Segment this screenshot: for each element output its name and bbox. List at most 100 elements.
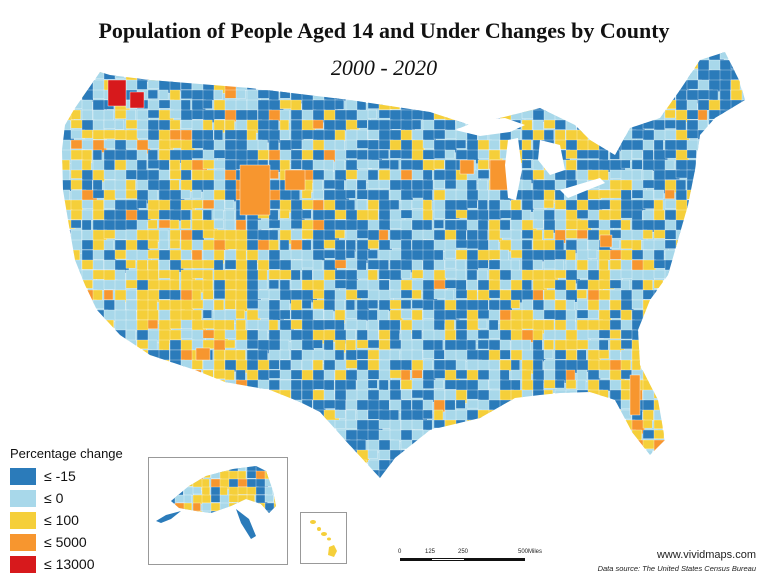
county-cell [224, 59, 235, 74]
county-cell [290, 249, 303, 260]
county-cell [107, 79, 127, 107]
county-cell [356, 389, 369, 402]
county-cell [620, 359, 631, 371]
county-cell [257, 409, 268, 421]
county-cell [686, 239, 699, 253]
county-cell [609, 409, 622, 423]
county-cell [719, 219, 731, 229]
county-cell [642, 69, 658, 83]
county-cell [389, 59, 406, 71]
county-cell [576, 449, 590, 459]
county-cell [653, 319, 664, 330]
county-cell [477, 429, 488, 444]
county-cell [609, 459, 620, 473]
county-cell [609, 349, 621, 362]
county-cell [642, 199, 655, 209]
county-cell [477, 299, 489, 311]
county-cell [455, 329, 469, 341]
county-cell [741, 249, 745, 259]
county-cell [631, 89, 646, 102]
county-cell [279, 379, 292, 391]
county-cell [62, 189, 70, 202]
county-cell [510, 379, 521, 391]
county-cell [268, 359, 280, 370]
county-cell [730, 119, 745, 132]
county-cell [213, 399, 224, 415]
county-cell [741, 159, 745, 169]
county-cell [455, 309, 469, 319]
county-cell [367, 379, 378, 389]
county-cell [587, 69, 600, 81]
county-cell [455, 189, 468, 201]
county-cell [664, 359, 680, 373]
county-cell [459, 159, 475, 175]
county-cell [730, 409, 745, 424]
county-cell [675, 459, 690, 472]
county-cell [477, 369, 491, 380]
county-cell [554, 449, 569, 462]
county-cell [730, 359, 742, 371]
county-cell [279, 339, 290, 352]
county-cell [697, 419, 712, 430]
county-cell [147, 419, 163, 429]
county-cell [246, 419, 259, 433]
county-cell [202, 309, 212, 319]
county-cell [210, 466, 224, 474]
county-cell [686, 149, 697, 159]
county-cell [224, 299, 236, 310]
county-cell [103, 359, 119, 371]
county-cell [191, 239, 204, 251]
county-cell [202, 179, 216, 191]
county-cell [499, 59, 515, 71]
county-cell [719, 269, 736, 280]
county-cell [235, 119, 248, 131]
county-cell [741, 199, 745, 211]
county-cell [620, 459, 634, 472]
county-cell [279, 429, 292, 442]
county-cell [543, 279, 556, 289]
county-cell [400, 89, 416, 101]
county-cell [125, 409, 138, 424]
county-cell [147, 389, 163, 404]
county-cell [686, 109, 699, 120]
county-cell [246, 259, 258, 271]
county-cell [81, 389, 94, 404]
county-cell [334, 169, 347, 181]
county-cell [642, 59, 654, 70]
county-cell [741, 359, 745, 371]
county-cell [631, 189, 644, 199]
county-cell [532, 59, 545, 69]
county-cell [642, 179, 655, 189]
county-cell [345, 469, 359, 478]
county-cell [70, 59, 82, 73]
county-cell [345, 159, 359, 172]
county-cell [719, 169, 731, 183]
county-cell [477, 99, 488, 114]
county-cell [158, 59, 172, 74]
county-cell [257, 429, 271, 441]
county-cell [103, 239, 114, 251]
county-cell [103, 429, 114, 439]
county-cell [741, 309, 745, 323]
county-cell [741, 209, 745, 221]
county-cell [246, 510, 259, 513]
county-cell [719, 329, 734, 339]
county-cell [554, 429, 567, 443]
hawaii-inset [300, 512, 347, 564]
county-cell [62, 159, 70, 171]
county-cell [587, 439, 600, 452]
county-cell [224, 319, 235, 331]
county-cell [686, 279, 702, 292]
county-cell [554, 89, 569, 99]
county-cell [620, 179, 633, 191]
county-cell [433, 69, 449, 84]
county-cell [664, 109, 676, 119]
county-cell [543, 439, 556, 453]
county-cell [92, 419, 106, 431]
county-cell [741, 109, 745, 122]
county-cell [576, 69, 589, 79]
county-cell [213, 69, 226, 81]
county-cell [378, 59, 391, 72]
county-cell [257, 419, 269, 431]
county-cell [114, 179, 128, 191]
